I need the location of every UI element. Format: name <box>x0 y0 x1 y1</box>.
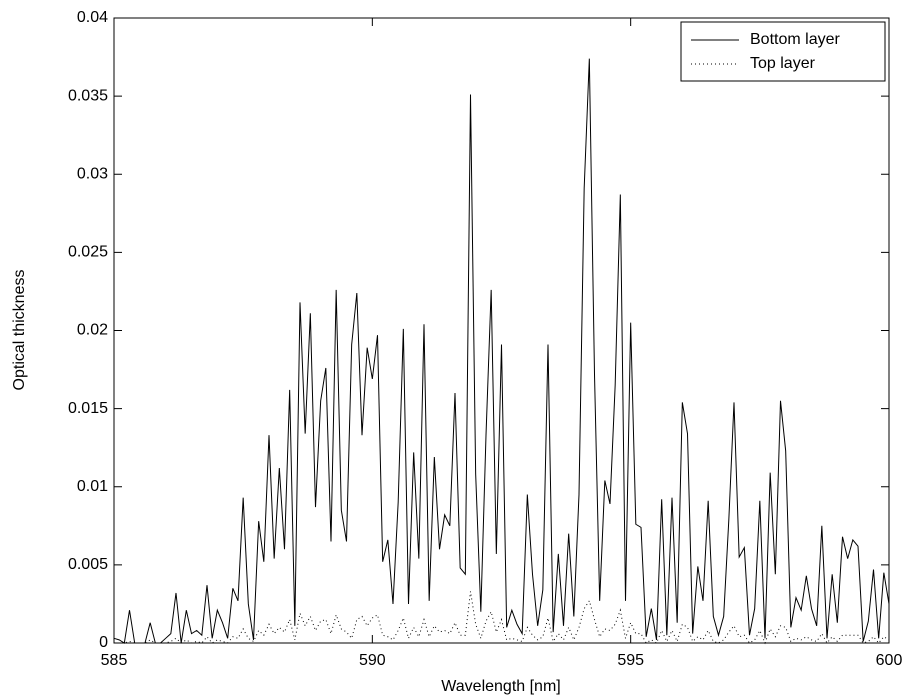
y-tick-label: 0.02 <box>77 322 108 339</box>
y-tick-label: 0.025 <box>68 244 108 261</box>
legend-label: Bottom layer <box>750 31 840 48</box>
y-tick-label: 0.04 <box>77 9 108 26</box>
data-line <box>113 58 890 644</box>
x-tick-label: 600 <box>876 652 903 669</box>
y-tick-label: 0.015 <box>68 400 108 417</box>
y-tick-label: 0.035 <box>68 87 108 104</box>
y-tick-label: 0.005 <box>68 556 108 573</box>
x-tick-label: 585 <box>101 652 128 669</box>
x-tick-label: 590 <box>359 652 386 669</box>
y-tick-label: 0.01 <box>77 478 108 495</box>
data-line <box>114 591 890 645</box>
x-tick-label: 595 <box>617 652 644 669</box>
legend-box <box>680 21 886 82</box>
y-tick-label: 0.03 <box>77 165 108 182</box>
x-axis-label: Wavelength [nm] <box>441 678 560 695</box>
y-axis-label: Optical thickness <box>11 270 28 391</box>
y-tick-label: 0 <box>99 634 108 651</box>
legend-label: Top layer <box>750 55 816 72</box>
